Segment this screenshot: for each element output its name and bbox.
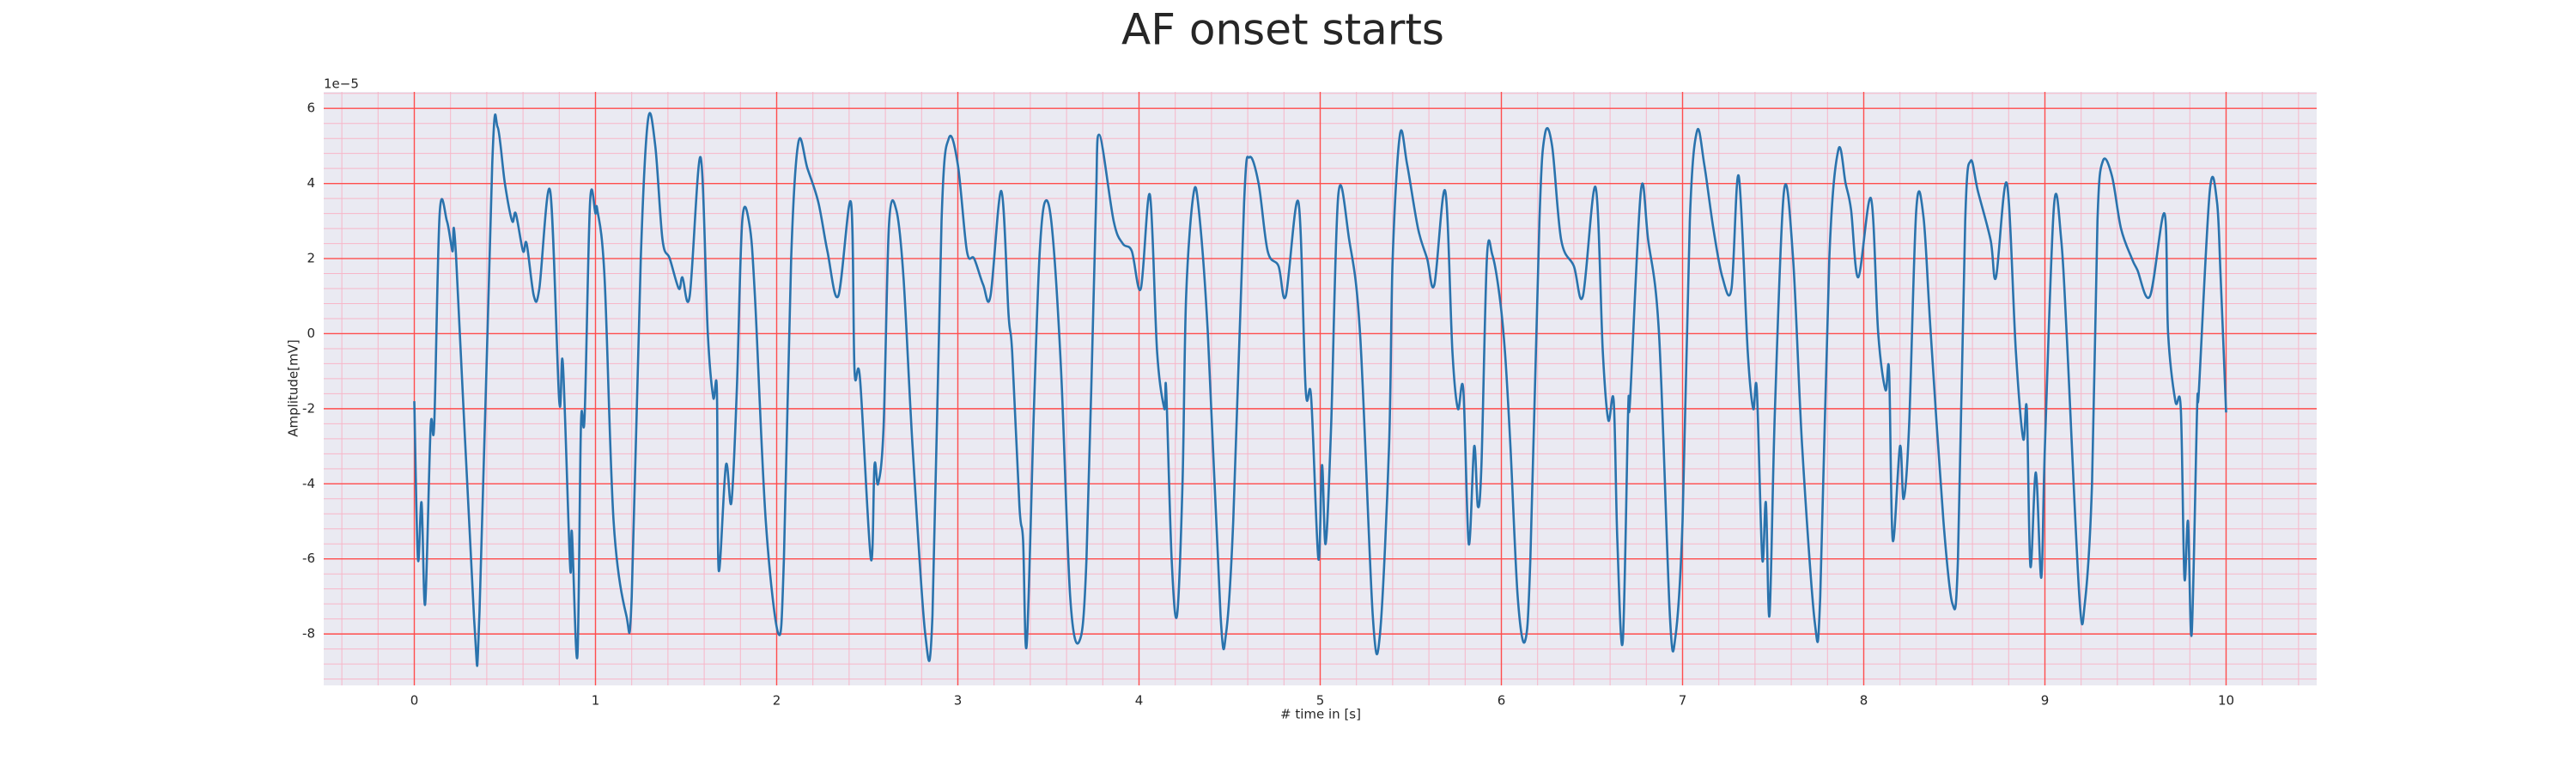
line-series [413,112,2227,667]
chart-title: AF onset starts [1121,5,1444,55]
x-tick-label: 3 [954,693,963,709]
y-axis-label: Amplitude[mV] [286,339,301,436]
x-tick-label: 10 [2218,693,2234,709]
x-tick-label: 2 [773,693,781,709]
y-tick-label: 2 [307,251,315,266]
x-tick-label: 1 [592,693,600,709]
y-tick-label: -8 [302,626,315,642]
y-tick-label: 6 [307,100,315,116]
y-tick-label: -6 [302,551,315,566]
plot-area [324,92,2317,685]
y-tick-label: -2 [302,400,315,416]
x-tick-label: 0 [410,693,419,709]
y-tick-label: 0 [307,326,315,341]
x-tick-label: 6 [1498,693,1506,709]
x-tick-label: 8 [1860,693,1868,709]
x-tick-label: 5 [1316,693,1325,709]
x-tick-label: 7 [1679,693,1687,709]
x-tick-label: 4 [1135,693,1144,709]
x-tick-label: 9 [2041,693,2050,709]
y-tick-label: 4 [307,175,315,191]
x-axis-label: # time in [s] [1280,707,1361,722]
y-tick-label: -4 [302,476,315,491]
y-offset-label: 1e−5 [324,76,359,92]
